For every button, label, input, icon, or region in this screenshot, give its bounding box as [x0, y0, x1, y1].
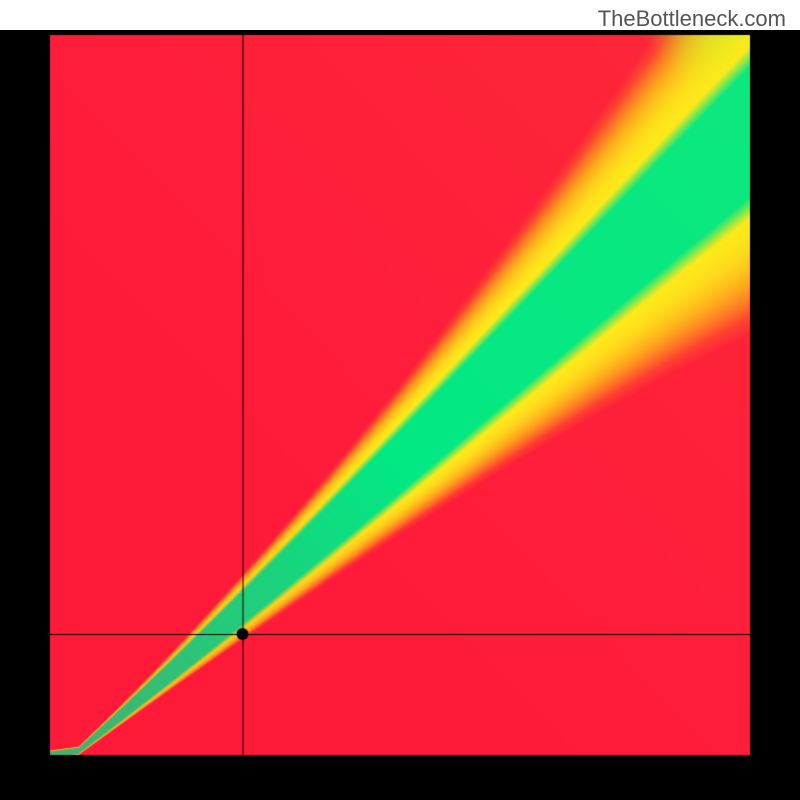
bottleneck-heatmap — [0, 30, 800, 800]
chart-container: TheBottleneck.com — [0, 0, 800, 800]
watermark-text: TheBottleneck.com — [598, 6, 786, 32]
heatmap-frame — [0, 30, 800, 800]
